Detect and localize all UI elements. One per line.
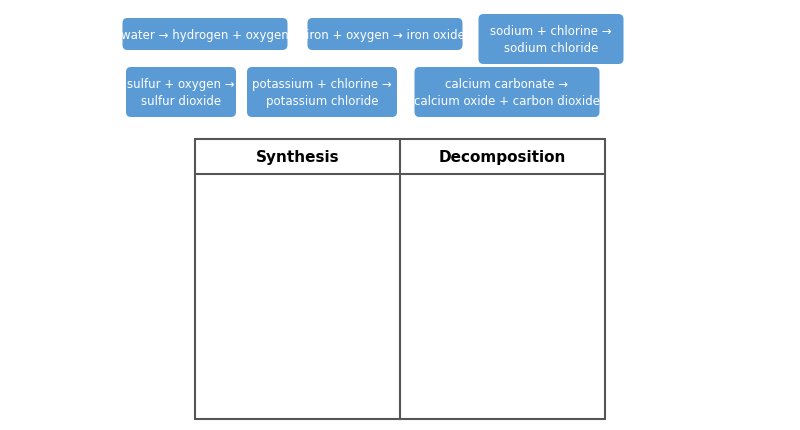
Text: Decomposition: Decomposition <box>439 150 566 165</box>
Text: Synthesis: Synthesis <box>256 150 339 165</box>
Text: sulfur + oxygen →
sulfur dioxide: sulfur + oxygen → sulfur dioxide <box>127 78 235 108</box>
FancyBboxPatch shape <box>247 68 397 118</box>
FancyBboxPatch shape <box>478 15 623 65</box>
Text: calcium carbonate →
calcium oxide + carbon dioxide: calcium carbonate → calcium oxide + carb… <box>414 78 600 108</box>
Text: iron + oxygen → iron oxide: iron + oxygen → iron oxide <box>306 28 465 41</box>
FancyBboxPatch shape <box>126 68 236 118</box>
FancyBboxPatch shape <box>307 19 462 51</box>
Text: water → hydrogen + oxygen: water → hydrogen + oxygen <box>121 28 289 41</box>
Text: potassium + chlorine →
potassium chloride: potassium + chlorine → potassium chlorid… <box>252 78 392 108</box>
FancyBboxPatch shape <box>122 19 287 51</box>
Text: sodium + chlorine →
sodium chloride: sodium + chlorine → sodium chloride <box>490 25 612 55</box>
Bar <box>195 140 605 419</box>
FancyBboxPatch shape <box>414 68 599 118</box>
